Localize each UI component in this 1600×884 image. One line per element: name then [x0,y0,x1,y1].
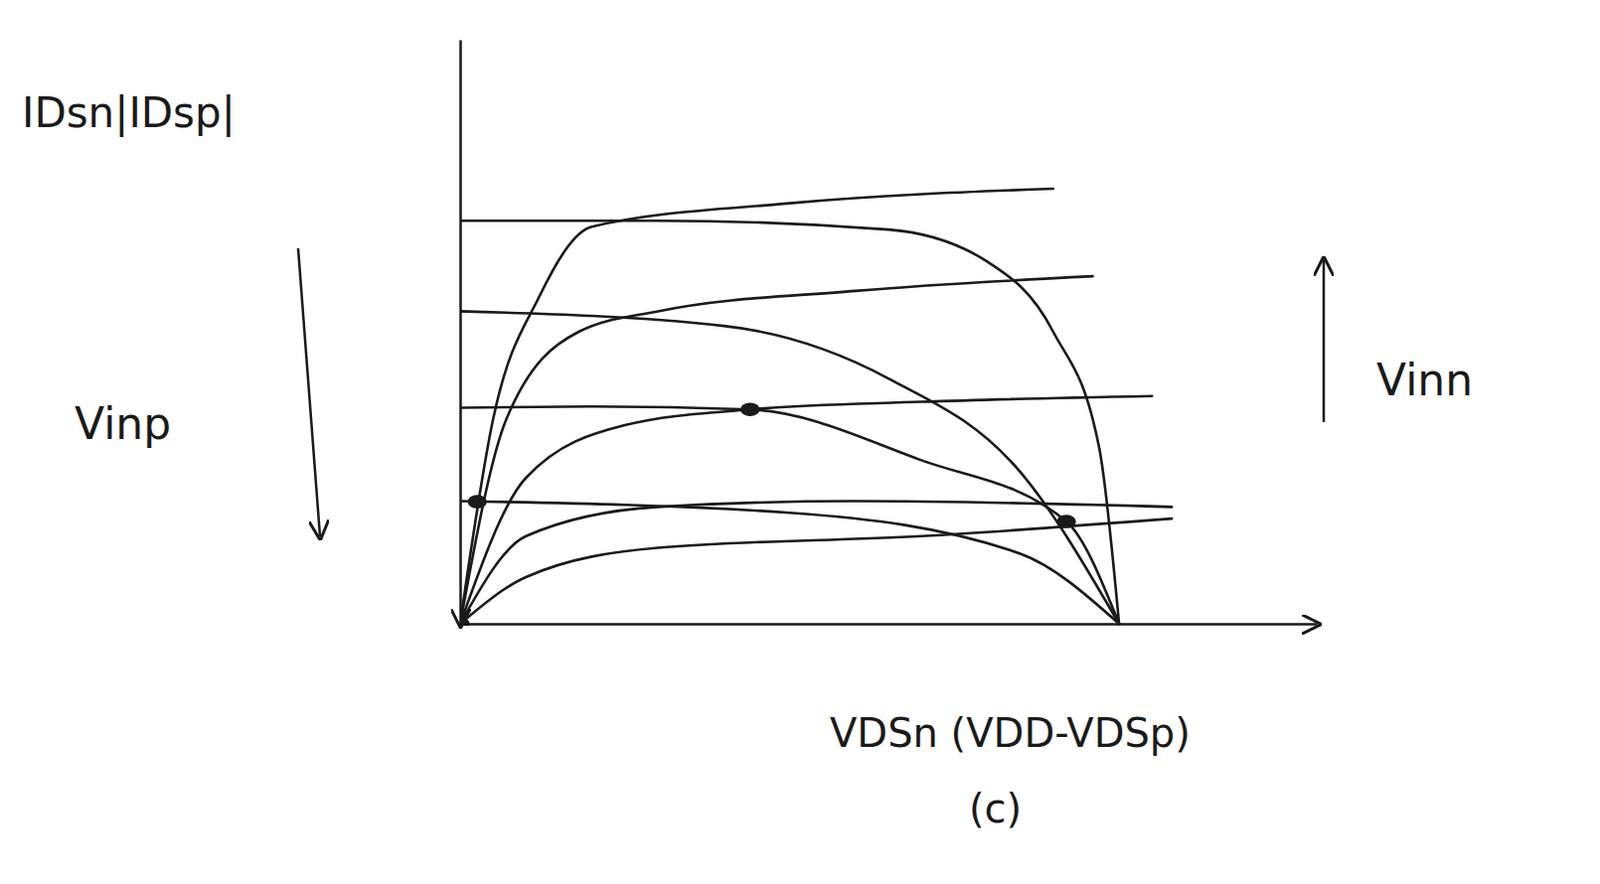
curve [460,501,1120,625]
curve [460,311,1120,625]
point [460,618,470,627]
point [741,403,760,416]
annotation-arrow [298,248,320,537]
texts: IDsn|IDsp| VDSn (VDD-VDSp) Vinp Vinn (c) [21,88,1473,832]
x-axis [461,624,1318,626]
y-axis-title: IDsn|IDsp| [21,88,236,138]
point [1057,515,1076,528]
chart: IDsn|IDsp| VDSn (VDD-VDSp) Vinp Vinn (c) [0,0,1600,884]
x-axis-title: VDSn (VDD-VDSp) [829,710,1191,757]
curve [460,501,1172,625]
axis-line [459,40,463,626]
annotation-arrow [1322,260,1326,423]
curve [460,220,1120,625]
y-axis [460,40,462,626]
curve [460,406,1120,625]
annotation: (c) [968,786,1022,832]
point [468,495,486,508]
annotation: Vinp [74,398,171,450]
marks [460,188,1172,627]
annotation: Vinn [1376,354,1473,406]
axis-line [461,623,1318,627]
